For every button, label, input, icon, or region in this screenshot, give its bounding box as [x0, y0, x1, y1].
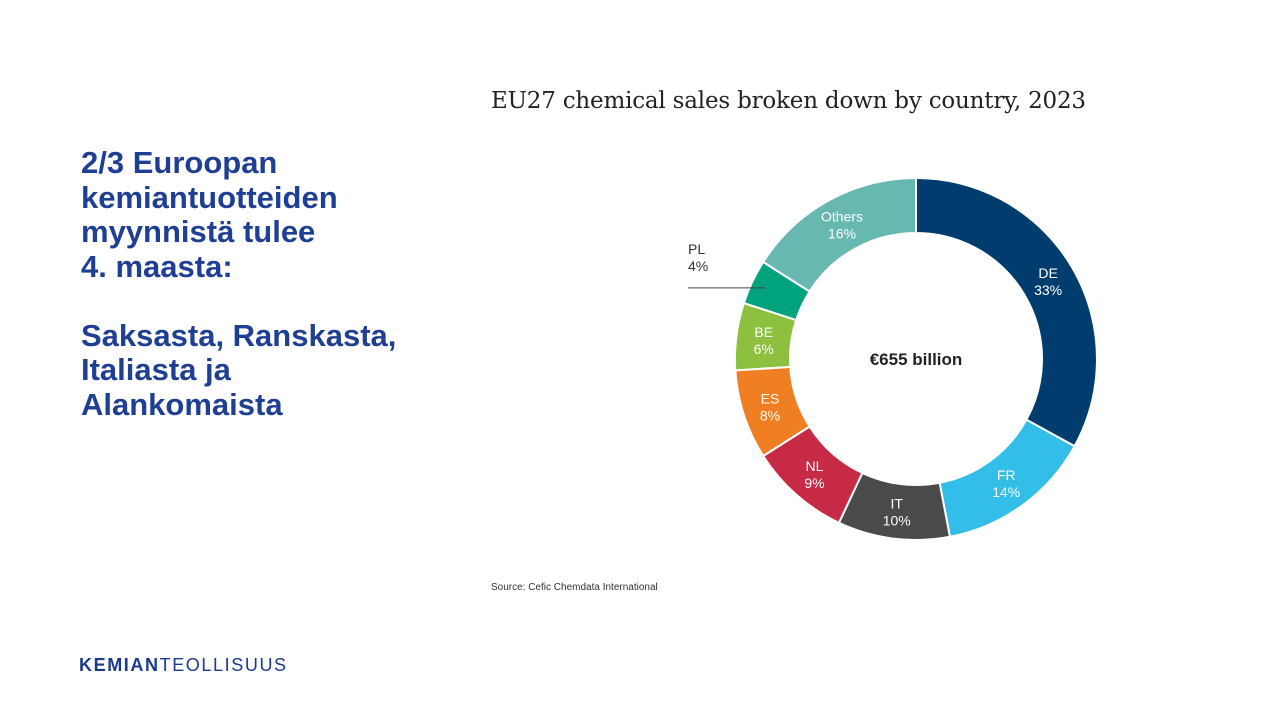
logo-light-part: TEOLLISUUS — [159, 655, 288, 675]
slice-value-be: 6% — [754, 341, 774, 357]
slice-value-fr: 14% — [992, 484, 1020, 500]
slice-value-es: 8% — [760, 407, 780, 423]
chart-title: EU27 chemical sales broken down by count… — [491, 88, 1086, 114]
slice-value-others: 16% — [828, 225, 856, 241]
company-logo: KEMIANTEOLLISUUS — [79, 655, 288, 676]
headline-line: 2/3 Euroopan — [81, 145, 278, 180]
slice-de — [915, 176, 1098, 448]
headline-line: Alankomaista — [81, 386, 283, 422]
logo-bold-part: KEMIAN — [79, 655, 160, 675]
headline-line: Italiasta ja — [81, 352, 231, 387]
headline-text: 2/3 Euroopan kemiantuotteiden myynnistä … — [81, 145, 501, 422]
headline-line: Saksasta, Ranskasta, — [81, 317, 397, 353]
slice-label-fr: FR — [997, 467, 1016, 483]
slice-label-nl: NL — [806, 458, 824, 474]
chart-source: Source: Cefic Chemdata International — [491, 582, 658, 593]
headline-spacer — [81, 284, 501, 319]
slice-others — [761, 176, 917, 293]
slice-value-de: 33% — [1034, 282, 1062, 298]
headline-line: 4. maasta: — [81, 248, 233, 284]
headline-line: kemiantuotteiden — [81, 179, 338, 215]
center-total-label: €655 billion — [870, 350, 963, 369]
slice-label-es: ES — [761, 390, 780, 406]
slice-label-it: IT — [891, 495, 904, 511]
slice-value-pl: 4% — [688, 258, 708, 274]
slice-value-it: 10% — [883, 512, 911, 528]
headline-line: myynnistä tulee — [81, 214, 316, 249]
slice-label-others: Others — [821, 208, 863, 224]
slice-label-be: BE — [754, 324, 773, 340]
slice-label-pl: PL — [688, 241, 705, 257]
slice-value-nl: 9% — [804, 475, 824, 491]
slice-label-de: DE — [1038, 265, 1057, 281]
